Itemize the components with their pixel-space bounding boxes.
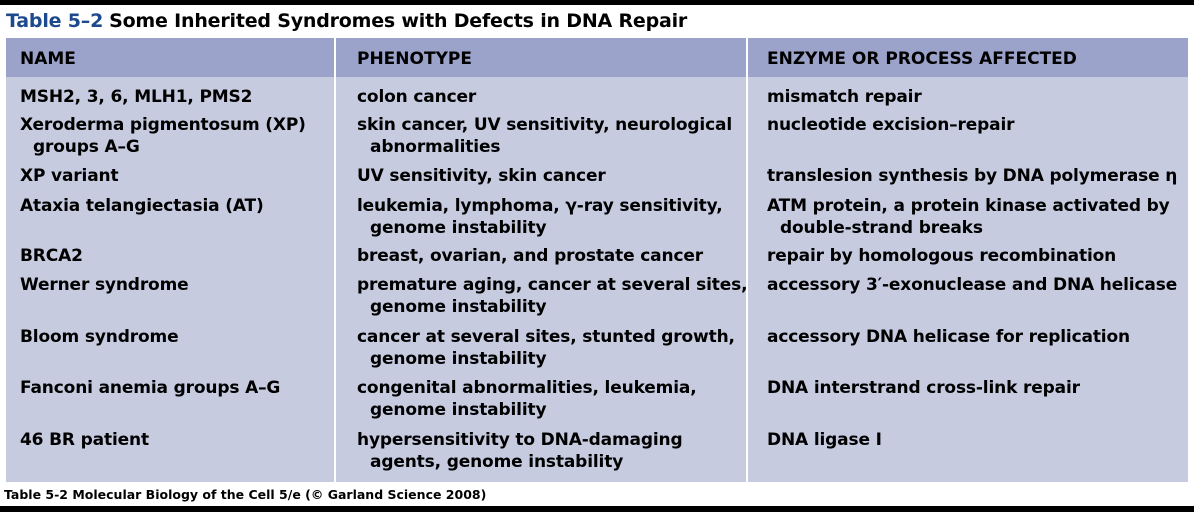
cell-phenotype-line: leukemia, lymphoma, γ-ray sensitivity, (357, 196, 723, 216)
cell-name-line: Xeroderma pigmentosum (XP) (20, 115, 306, 135)
cell-phenotype-line: colon cancer (357, 87, 477, 107)
cell-enzyme-line: translesion synthesis by DNA polymerase … (767, 166, 1178, 186)
header-name: NAME (20, 49, 76, 69)
cell-phenotype: UV sensitivity, skin cancer (357, 165, 606, 187)
cell-phenotype-line: cancer at several sites, stunted growth, (357, 327, 735, 347)
header-enzyme: ENZYME OR PROCESS AFFECTED (767, 49, 1077, 69)
table-title-text: Some Inherited Syndromes with Defects in… (109, 10, 688, 32)
cell-enzyme-line: accessory DNA helicase for replication (767, 327, 1130, 347)
cell-name: Bloom syndrome (20, 326, 179, 348)
bottom-rule (0, 506, 1194, 512)
cell-enzyme-line: mismatch repair (767, 87, 922, 107)
cell-enzyme: nucleotide excision–repair (767, 114, 1015, 136)
cell-name: Xeroderma pigmentosum (XP) groups A–G (20, 114, 306, 158)
cell-name-line: Werner syndrome (20, 275, 189, 295)
cell-phenotype-line: agents, genome instability (370, 452, 624, 472)
cell-name-line: Bloom syndrome (20, 327, 179, 347)
cell-phenotype-line: premature aging, cancer at several sites… (357, 275, 748, 295)
cell-enzyme-line: DNA ligase I (767, 430, 882, 450)
cell-name: MSH2, 3, 6, MLH1, PMS2 (20, 86, 252, 108)
cell-enzyme-line: ATM protein, a protein kinase activated … (767, 196, 1170, 216)
cell-enzyme-line: DNA interstrand cross-link repair (767, 378, 1080, 398)
column-divider (334, 38, 336, 482)
column-divider (746, 38, 748, 482)
cell-phenotype-line: congenital abnormalities, leukemia, (357, 378, 697, 398)
cell-phenotype: congenital abnormalities, leukemia, genom… (357, 377, 697, 421)
header-phenotype: PHENOTYPE (357, 49, 472, 69)
cell-phenotype: skin cancer, UV sensitivity, neurologica… (357, 114, 732, 158)
cell-enzyme: ATM protein, a protein kinase activated … (767, 195, 1170, 239)
cell-phenotype: breast, ovarian, and prostate cancer (357, 245, 703, 267)
cell-name: Fanconi anemia groups A–G (20, 377, 280, 399)
cell-name: XP variant (20, 165, 119, 187)
cell-enzyme: accessory DNA helicase for replication (767, 326, 1130, 348)
cell-enzyme-line: accessory 3′-exonuclease and DNA helicas… (767, 275, 1178, 295)
top-rule (0, 0, 1194, 5)
cell-enzyme: DNA interstrand cross-link repair (767, 377, 1080, 399)
cell-phenotype-line: breast, ovarian, and prostate cancer (357, 246, 703, 266)
figure-caption: Table 5-2 Molecular Biology of the Cell … (4, 487, 487, 502)
cell-phenotype: hypersensitivity to DNA-damaging agents, … (357, 429, 683, 473)
cell-phenotype: colon cancer (357, 86, 476, 108)
cell-enzyme: repair by homologous recombination (767, 245, 1116, 267)
cell-name-line: Ataxia telangiectasia (AT) (20, 196, 264, 216)
cell-name-line: BRCA2 (20, 246, 83, 266)
cell-name-line: MSH2, 3, 6, MLH1, PMS2 (20, 87, 253, 107)
cell-name: Ataxia telangiectasia (AT) (20, 195, 264, 217)
cell-phenotype: cancer at several sites, stunted growth,… (357, 326, 735, 370)
cell-name: BRCA2 (20, 245, 83, 267)
cell-phenotype-line: abnormalities (370, 137, 501, 157)
cell-enzyme: translesion synthesis by DNA polymerase … (767, 165, 1177, 187)
cell-name: 46 BR patient (20, 429, 149, 451)
table-number: Table 5–2 (6, 10, 104, 32)
cell-name-line: 46 BR patient (20, 430, 149, 450)
cell-phenotype-line: genome instability (370, 218, 547, 238)
cell-phenotype-line: skin cancer, UV sensitivity, neurologica… (357, 115, 733, 135)
cell-phenotype: leukemia, lymphoma, γ-ray sensitivity, ge… (357, 195, 723, 239)
table-title: Table 5–2 Some Inherited Syndromes with D… (6, 8, 687, 34)
cell-name-line: groups A–G (33, 137, 140, 157)
syndromes-table: NAME PHENOTYPE ENZYME OR PROCESS AFFECTE… (6, 38, 1188, 482)
cell-phenotype-line: genome instability (370, 400, 547, 420)
cell-enzyme-line: nucleotide excision–repair (767, 115, 1015, 135)
cell-enzyme: accessory 3′-exonuclease and DNA helicas… (767, 274, 1177, 296)
cell-phenotype-line: UV sensitivity, skin cancer (357, 166, 606, 186)
cell-name-line: Fanconi anemia groups A–G (20, 378, 281, 398)
cell-phenotype-line: genome instability (370, 349, 547, 369)
cell-enzyme-line: double-strand breaks (780, 218, 983, 238)
cell-name-line: XP variant (20, 166, 119, 186)
cell-phenotype-line: hypersensitivity to DNA-damaging (357, 430, 683, 450)
cell-phenotype: premature aging, cancer at several sites… (357, 274, 748, 318)
cell-enzyme: mismatch repair (767, 86, 922, 108)
cell-enzyme-line: repair by homologous recombination (767, 246, 1117, 266)
table-header-row: NAME PHENOTYPE ENZYME OR PROCESS AFFECTE… (6, 38, 1188, 77)
cell-enzyme: DNA ligase I (767, 429, 882, 451)
cell-phenotype-line: genome instability (370, 297, 547, 317)
cell-name: Werner syndrome (20, 274, 189, 296)
